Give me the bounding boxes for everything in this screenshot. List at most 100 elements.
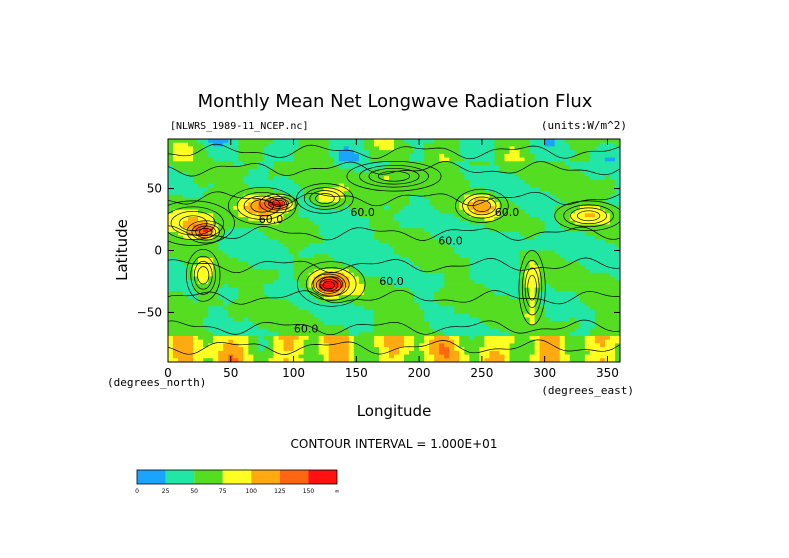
field-cell — [599, 146, 606, 151]
field-cell — [218, 146, 224, 151]
field-cell — [228, 291, 234, 296]
field-cell — [419, 157, 425, 162]
field-cell — [519, 339, 525, 344]
field-cell — [604, 250, 611, 255]
field-cell — [569, 161, 576, 166]
field-cell — [313, 313, 319, 318]
field-cell — [218, 276, 224, 281]
field-cell — [338, 231, 345, 236]
field-cell — [343, 191, 350, 196]
field-cell — [343, 283, 350, 288]
field-cell — [609, 339, 616, 344]
field-cell — [524, 168, 530, 173]
field-cell — [178, 291, 184, 296]
field-cell — [539, 332, 545, 337]
field-cell — [263, 183, 269, 188]
field-cell — [238, 321, 244, 326]
field-cell — [343, 235, 350, 240]
field-cell — [388, 157, 395, 162]
field-cell — [378, 202, 385, 207]
field-cell — [193, 283, 199, 288]
field-cell — [519, 257, 525, 262]
field-cell — [168, 243, 174, 248]
field-cell — [313, 183, 319, 188]
field-cell — [484, 269, 490, 274]
field-cell — [579, 280, 586, 285]
field-cell — [378, 139, 385, 144]
field-cell — [378, 343, 385, 348]
field-cell — [454, 287, 460, 292]
field-cell — [283, 257, 289, 262]
field-cell — [338, 139, 345, 144]
field-cell — [574, 332, 581, 337]
field-cell — [474, 139, 480, 144]
field-cell — [278, 157, 284, 162]
field-cell — [353, 217, 360, 222]
field-cell — [373, 280, 380, 285]
field-cell — [604, 239, 611, 244]
field-cell — [559, 209, 566, 214]
field-cell — [469, 306, 475, 311]
field-cell — [444, 235, 450, 240]
field-cell — [404, 265, 410, 270]
field-cell — [404, 335, 410, 340]
field-cell — [404, 280, 410, 285]
field-cell — [323, 224, 330, 229]
field-cell — [298, 139, 304, 144]
field-cell — [604, 168, 611, 173]
field-cell — [353, 146, 360, 151]
field-cell — [188, 157, 194, 162]
field-cell — [489, 205, 495, 210]
field-cell — [409, 187, 415, 192]
field-cell — [474, 150, 480, 155]
field-cell — [228, 328, 234, 333]
field-cell — [444, 191, 450, 196]
field-cell — [173, 332, 179, 337]
field-cell — [504, 283, 510, 288]
field-cell — [338, 298, 345, 303]
field-cell — [439, 235, 445, 240]
field-cell — [509, 306, 515, 311]
field-cell — [514, 187, 520, 192]
field-cell — [283, 283, 289, 288]
field-cell — [323, 161, 330, 166]
field-cell — [584, 165, 591, 170]
field-cell — [399, 332, 405, 337]
field-cell — [198, 269, 204, 274]
field-cell — [399, 243, 405, 248]
field-cell — [459, 220, 465, 225]
field-cell — [318, 250, 324, 255]
field-cell — [248, 335, 254, 340]
field-cell — [368, 302, 375, 307]
field-cell — [604, 335, 611, 340]
field-cell — [328, 139, 335, 144]
field-cell — [519, 235, 525, 240]
field-cell — [183, 205, 189, 210]
field-cell — [293, 257, 299, 262]
field-cell — [248, 306, 254, 311]
field-cell — [454, 146, 460, 151]
field-cell — [399, 339, 405, 344]
field-cell — [499, 224, 505, 229]
field-cell — [288, 146, 294, 151]
field-cell — [479, 295, 485, 300]
field-cell — [499, 295, 505, 300]
field-cell — [308, 228, 314, 233]
field-cell — [454, 194, 460, 199]
field-cell — [609, 183, 616, 188]
field-cell — [419, 317, 425, 322]
field-cell — [263, 161, 269, 166]
field-cell — [429, 191, 435, 196]
field-cell — [429, 231, 435, 236]
field-cell — [474, 179, 480, 184]
field-cell — [429, 332, 435, 337]
field-cell — [484, 168, 490, 173]
field-cell — [353, 198, 360, 203]
field-cell — [383, 302, 390, 307]
field-cell — [278, 306, 284, 311]
field-cell — [584, 302, 591, 307]
field-cell — [363, 220, 370, 225]
field-cell — [293, 298, 299, 303]
field-cell — [474, 313, 480, 318]
field-cell — [479, 261, 485, 266]
